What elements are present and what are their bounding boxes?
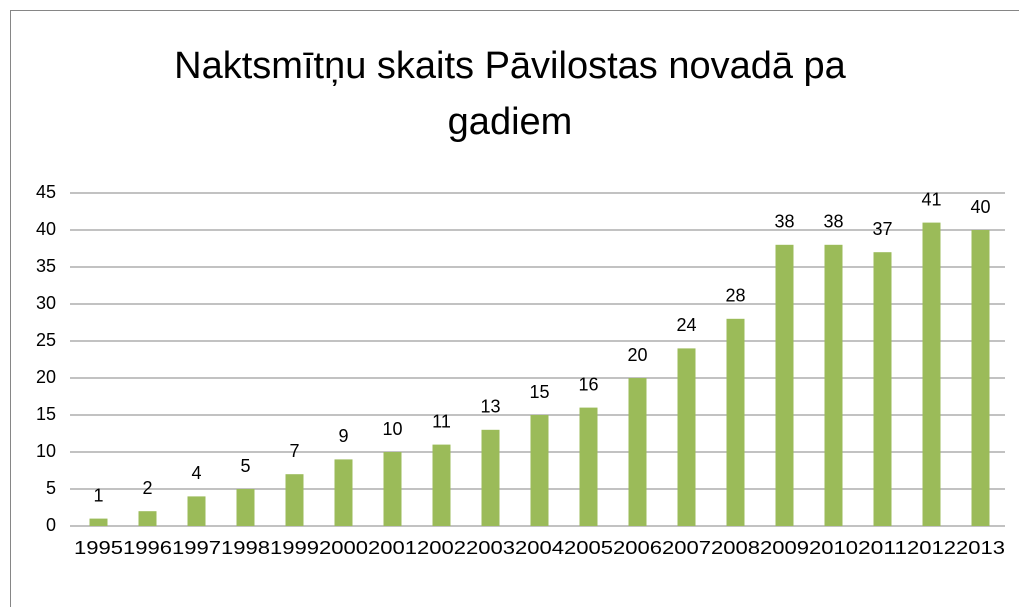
x-tick-label: 2003: [466, 538, 515, 558]
x-tick-label: 2000: [319, 538, 368, 558]
bar: [530, 415, 549, 526]
x-tick-label: 2013: [956, 538, 1005, 558]
bar: [138, 511, 157, 526]
x-tick-label: 1996: [123, 538, 172, 558]
data-label: 24: [676, 315, 696, 335]
chart-border: [10, 10, 1019, 607]
data-label: 4: [191, 463, 201, 483]
y-tick-label: 15: [36, 404, 56, 424]
bar: [873, 252, 892, 526]
x-tick-label: 1997: [172, 538, 221, 558]
y-tick-label: 45: [36, 182, 56, 202]
x-tick-label: 2012: [907, 538, 956, 558]
x-tick-label: 2002: [417, 538, 466, 558]
x-tick-label: 1995: [74, 538, 123, 558]
bar: [726, 318, 745, 526]
data-label: 7: [289, 441, 299, 461]
bar: [922, 222, 941, 526]
x-tick-label: 2004: [515, 538, 564, 558]
bar: [187, 496, 206, 526]
data-label: 38: [823, 212, 843, 232]
x-tick-label: 2009: [760, 538, 809, 558]
data-label: 11: [432, 411, 451, 431]
bar: [775, 244, 794, 527]
data-label: 41: [921, 189, 941, 209]
bar: [89, 518, 108, 526]
bar: [677, 348, 696, 526]
y-tick-label: 30: [36, 293, 56, 313]
data-label: 13: [480, 397, 500, 417]
bar: [383, 452, 402, 526]
data-label: 10: [382, 419, 402, 439]
bar: [285, 474, 304, 526]
y-tick-label: 0: [46, 515, 56, 535]
x-tick-label: 1999: [270, 538, 319, 558]
data-label: 2: [142, 478, 152, 498]
bar: [236, 489, 255, 526]
data-label: 15: [529, 382, 549, 402]
y-tick-label: 25: [36, 330, 56, 350]
bar: [432, 444, 451, 526]
data-label: 5: [240, 456, 250, 476]
data-label: 20: [627, 345, 647, 365]
x-tick-label: 2007: [662, 538, 711, 558]
data-label: 1: [93, 485, 103, 505]
bar: [628, 378, 647, 526]
bar: [579, 407, 598, 526]
data-label: 16: [578, 374, 598, 394]
x-tick-label: 1998: [221, 538, 270, 558]
bar: [971, 230, 990, 526]
x-tick-label: 2008: [711, 538, 760, 558]
chart-title: Naktsmītņu skaits Pāvilostas novadā pa g…: [174, 45, 846, 143]
bar: [334, 459, 353, 526]
data-label: 38: [774, 212, 794, 232]
x-tick-label: 2006: [613, 538, 662, 558]
y-tick-label: 20: [36, 367, 56, 387]
data-label: 28: [725, 286, 745, 306]
y-tick-label: 10: [36, 441, 56, 461]
bar: [481, 429, 500, 526]
data-label: 40: [970, 197, 990, 217]
y-tick-label: 35: [36, 256, 56, 276]
data-label: 37: [872, 219, 892, 239]
x-tick-label: 2001: [368, 538, 417, 558]
y-tick-label: 40: [36, 219, 56, 239]
data-label: 9: [338, 426, 348, 446]
x-tick-label: 2010: [809, 538, 858, 558]
x-tick-label: 2011: [858, 538, 907, 558]
bar: [824, 244, 843, 527]
x-tick-label: 2005: [564, 538, 613, 558]
y-tick-label: 5: [46, 478, 56, 498]
